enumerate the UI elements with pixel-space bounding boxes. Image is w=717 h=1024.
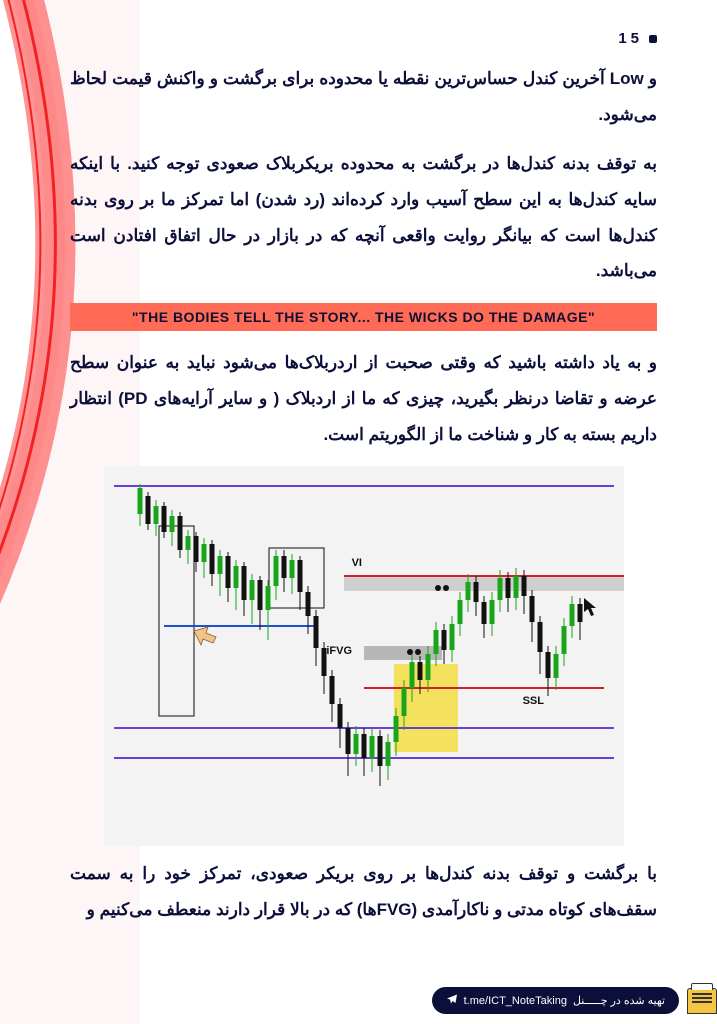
svg-text:VI: VI <box>351 557 361 569</box>
candlestick-chart: VI iFVG SSL <box>104 466 624 846</box>
quote-bar: "THE BODIES TELL THE STORY... THE WICKS … <box>70 303 657 331</box>
svg-text:SSL: SSL <box>522 695 544 707</box>
footer-badge: تهیه شده در چـــــنل t.me/ICT_NoteTaking <box>432 987 717 1014</box>
telegram-icon <box>446 993 458 1008</box>
typewriter-icon <box>687 988 717 1014</box>
paragraph-1: و Low آخرین کندل حساس‌ترین نقطه یا محدود… <box>70 61 657 132</box>
footer-pill[interactable]: تهیه شده در چـــــنل t.me/ICT_NoteTaking <box>432 987 679 1014</box>
content-area: 15 و Low آخرین کندل حساس‌ترین نقطه یا مح… <box>0 0 717 1024</box>
paragraph-2: به توقف بدنه کندل‌ها در برگشت به محدوده … <box>70 146 657 289</box>
page-number: 15 <box>70 30 657 47</box>
paragraph-3: و به یاد داشته باشید که وقتی صحبت از ارد… <box>70 345 657 452</box>
page-number-text: 15 <box>618 30 643 47</box>
page: 15 و Low آخرین کندل حساس‌ترین نقطه یا مح… <box>0 0 717 1024</box>
bullet-icon <box>649 35 657 43</box>
footer-link: t.me/ICT_NoteTaking <box>464 995 567 1007</box>
footer-text-fa: تهیه شده در چـــــنل <box>573 994 665 1007</box>
svg-text:iFVG: iFVG <box>326 645 352 657</box>
paragraph-4: با برگشت و توقف بدنه کندل‌ها بر روی بریک… <box>70 856 657 927</box>
